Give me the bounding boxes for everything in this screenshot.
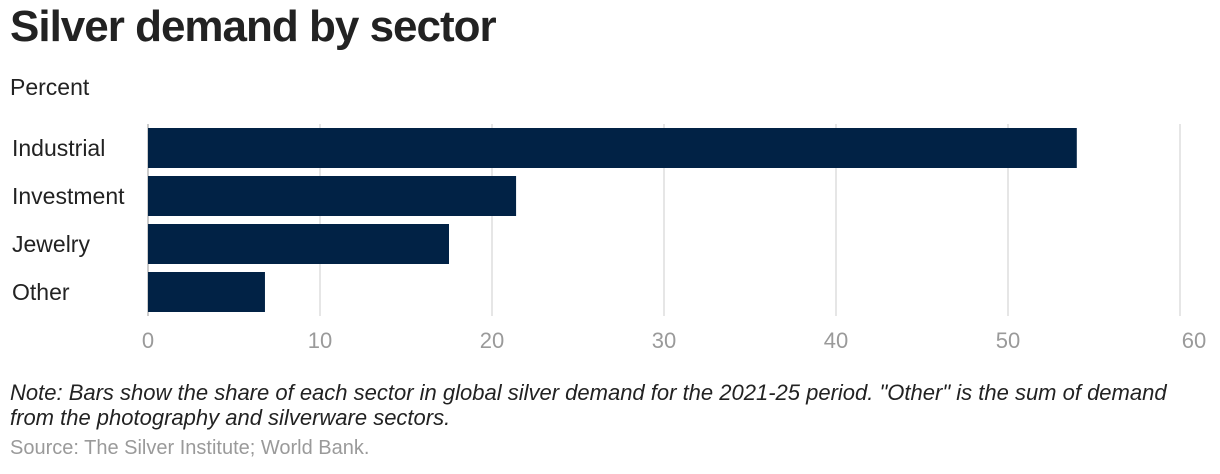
bar-investment <box>148 176 517 216</box>
bar-jewelry <box>148 224 449 264</box>
x-tick-label: 60 <box>1182 328 1206 353</box>
x-tick-label: 40 <box>824 328 848 353</box>
x-axis-ticks: 0 10 20 30 40 50 60 <box>142 328 1206 353</box>
category-labels: Industrial Investment Jewelry Other <box>12 135 125 305</box>
x-tick-label: 0 <box>142 328 154 353</box>
chart-note: Note: Bars show the share of each sector… <box>10 380 1167 430</box>
x-tick-label: 30 <box>652 328 676 353</box>
bar-chart: Industrial Investment Jewelry Other 0 10 20 30… <box>12 124 1206 353</box>
x-tick-label: 50 <box>996 328 1020 353</box>
x-tick-label: 10 <box>308 328 332 353</box>
category-label: Jewelry <box>12 231 90 257</box>
category-label: Investment <box>12 183 125 209</box>
bar-industrial <box>148 128 1077 168</box>
chart-title: Silver demand by sector <box>10 2 497 51</box>
source-line: Source: The Silver Institute; World Bank… <box>10 437 370 459</box>
category-label: Industrial <box>12 135 105 161</box>
bars <box>148 128 1077 312</box>
x-tick-label: 20 <box>480 328 504 353</box>
unit-label: Percent <box>10 74 90 100</box>
category-label: Other <box>12 279 70 305</box>
bar-other <box>148 272 265 312</box>
